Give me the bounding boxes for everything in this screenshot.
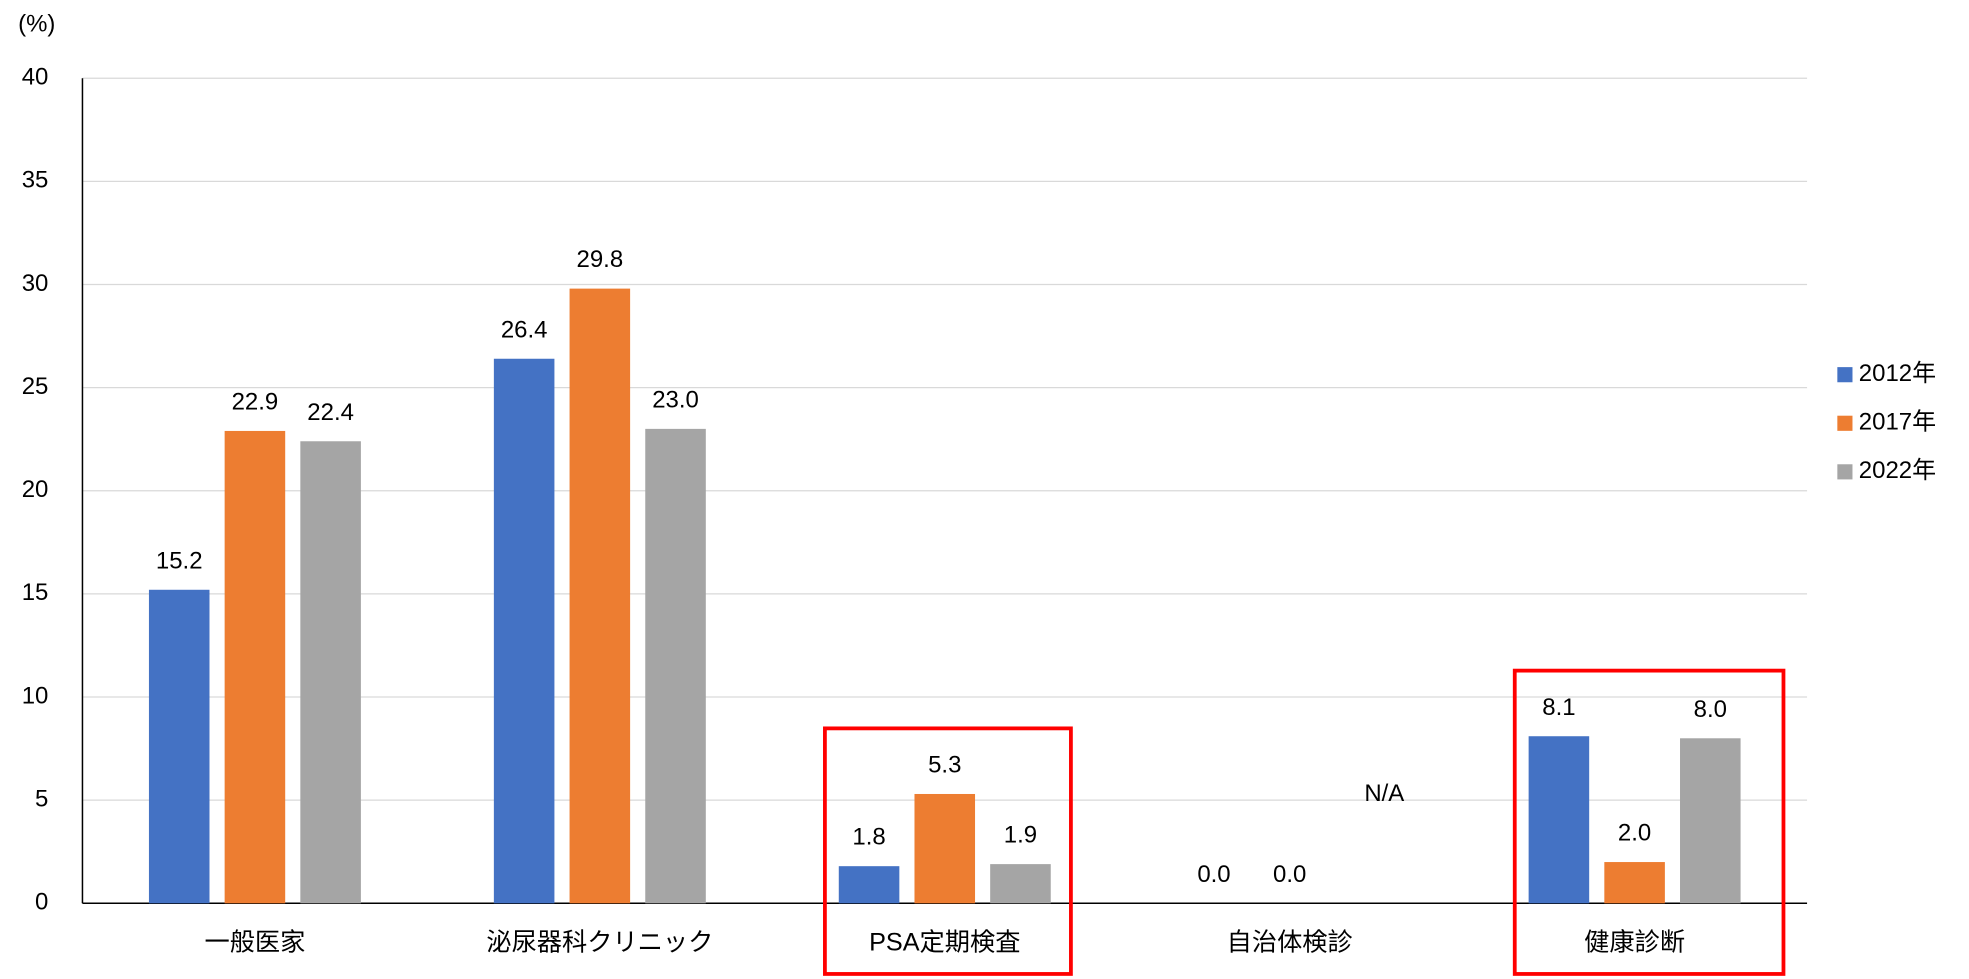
value-label: N/A (1364, 780, 1404, 807)
value-label: 0.0 (1197, 861, 1230, 888)
value-label: 8.0 (1694, 696, 1727, 723)
value-label: 22.4 (307, 399, 354, 426)
value-label: 23.0 (652, 386, 699, 413)
value-label: 29.8 (577, 246, 624, 273)
y-tick-label: 15 (22, 579, 49, 606)
x-tick-label: 健康診断 (1584, 928, 1685, 956)
value-label: 15.2 (156, 547, 203, 574)
legend-label: 2017年 (1859, 409, 1936, 436)
bar (148, 589, 210, 904)
y-tick-label: 0 (35, 889, 48, 916)
bar (493, 358, 555, 904)
bar (990, 864, 1051, 904)
value-label: 26.4 (501, 316, 548, 343)
value-label: 1.8 (852, 824, 885, 851)
legend-label: 2012年 (1859, 360, 1936, 387)
y-tick-label: 35 (22, 167, 49, 194)
y-tick-label: 10 (22, 682, 49, 709)
y-tick-label: 20 (22, 476, 49, 503)
value-label: 8.1 (1542, 694, 1575, 721)
legend-label: 2022年 (1859, 457, 1936, 484)
bar (1604, 862, 1665, 904)
y-tick-label: 30 (22, 270, 49, 297)
x-tick-label: 泌尿器科クリニック (486, 928, 713, 956)
value-label: 5.3 (928, 752, 961, 779)
value-label: 1.9 (1004, 822, 1037, 849)
x-tick-label: PSA定期検査 (869, 928, 1020, 956)
bar (300, 441, 361, 904)
bar (838, 866, 900, 904)
y-tick-label: 5 (35, 785, 48, 812)
bar (1680, 738, 1741, 904)
value-label: 0.0 (1273, 861, 1306, 888)
y-axis-label: (%) (18, 11, 55, 38)
y-tick-label: 25 (22, 373, 49, 400)
legend-swatch (1837, 367, 1853, 383)
bar (914, 793, 976, 904)
highlight-box (823, 726, 1073, 976)
legend-swatch (1837, 415, 1853, 431)
bar (645, 428, 706, 904)
bar (1528, 736, 1590, 904)
bar (569, 288, 631, 904)
x-tick-label: 一般医家 (204, 928, 305, 956)
legend-swatch (1837, 464, 1853, 480)
x-tick-label: 自治体検診 (1227, 928, 1353, 956)
value-label: 22.9 (232, 389, 279, 416)
y-tick-label: 40 (22, 64, 49, 91)
bar (224, 430, 286, 904)
value-label: 2.0 (1618, 820, 1651, 847)
highlight-box (1512, 668, 1786, 976)
